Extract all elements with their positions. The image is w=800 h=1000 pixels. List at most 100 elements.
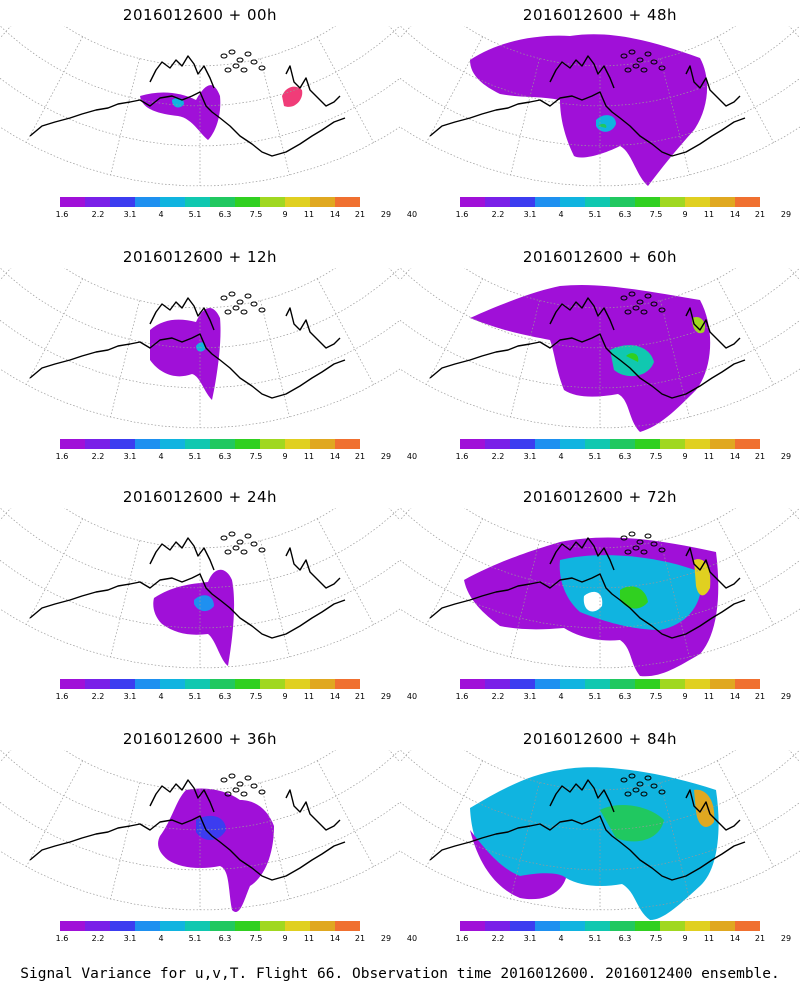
- latitude-line: [0, 77, 400, 147]
- meridian-line: [317, 36, 375, 143]
- colorbar-tick-label: 9: [282, 692, 288, 701]
- latitude-line: [0, 559, 400, 629]
- colorbar-segment: [610, 197, 635, 207]
- island-outline: [250, 59, 258, 65]
- meridian-line: [260, 540, 290, 658]
- coastline: [429, 815, 746, 881]
- island-outline: [632, 305, 640, 311]
- colorbar-segment: [60, 921, 85, 931]
- meridian-line: [25, 278, 83, 385]
- island-outline: [228, 773, 236, 779]
- colorbar-segment: [585, 197, 610, 207]
- colorbar: [60, 439, 360, 449]
- colorbar-tick-label: 3.1: [123, 934, 137, 943]
- colorbar-segment: [335, 197, 360, 207]
- colorbar-segment: [585, 921, 610, 931]
- colorbar-tick-label: 29: [380, 692, 392, 701]
- island-outline: [240, 549, 248, 555]
- variance-map: [0, 268, 400, 429]
- meridian-line: [510, 782, 540, 900]
- island-outline: [640, 549, 648, 555]
- meridian-line: [400, 750, 412, 763]
- colorbar-tick-label: 11: [703, 210, 715, 219]
- coastline: [149, 55, 215, 89]
- colorbar-segment: [710, 439, 735, 449]
- colorbar-tick-label: 6.3: [618, 692, 632, 701]
- colorbar-tick-label: 3.1: [123, 692, 137, 701]
- meridian-line: [110, 782, 140, 900]
- panel-title: 2016012600 + 48h: [522, 6, 678, 24]
- colorbar-segment: [235, 439, 260, 449]
- figure-caption: Signal Variance for u,v,T. Flight 66. Ob…: [20, 966, 780, 982]
- island-outline: [636, 539, 644, 545]
- colorbar-tick-label: 6.3: [618, 452, 632, 461]
- meridian-line: [425, 518, 483, 625]
- latitude-line: [463, 26, 737, 67]
- coastline: [685, 789, 741, 831]
- colorbar-tick-label: 14: [729, 934, 741, 943]
- colorbar-segment: [610, 439, 635, 449]
- colorbar-segment: [235, 921, 260, 931]
- colorbar-tick-label: 7.5: [649, 692, 663, 701]
- colorbar-segment: [660, 921, 685, 931]
- meridian-line: [0, 508, 12, 521]
- colorbar-tick-label: 3.1: [523, 210, 537, 219]
- meridian-line: [717, 36, 775, 143]
- colorbar-tick-label: 1.6: [455, 452, 469, 461]
- colorbar-segment: [560, 197, 585, 207]
- colorbar-segment: [560, 439, 585, 449]
- coastline: [149, 779, 215, 813]
- colorbar-segment: [260, 197, 285, 207]
- colorbar: [460, 439, 760, 449]
- island-outline: [644, 51, 652, 57]
- colorbar-segment: [110, 439, 135, 449]
- colorbar-segment: [510, 439, 535, 449]
- colorbar-tick-label: 9: [282, 210, 288, 219]
- island-outline: [620, 295, 628, 301]
- colorbar-segment: [460, 679, 485, 689]
- coastline: [29, 815, 346, 881]
- colorbar-tick-label: 14: [729, 210, 741, 219]
- colorbar-segment: [210, 197, 235, 207]
- island-outline: [620, 53, 628, 59]
- colorbar-tick-label: 7.5: [649, 210, 663, 219]
- island-outline: [628, 291, 636, 297]
- latitude-line: [63, 268, 337, 309]
- island-outline: [232, 305, 240, 311]
- colorbar-tick-label: 29: [380, 934, 392, 943]
- panel-title: 2016012600 + 72h: [522, 488, 678, 506]
- colorbar-tick-label: 1.6: [55, 692, 69, 701]
- colorbar-tick-label: 6.3: [618, 210, 632, 219]
- island-outline: [636, 299, 644, 305]
- coastline: [429, 91, 746, 157]
- colorbar-tick-label: 6.3: [618, 934, 632, 943]
- colorbar-tick-label: 4: [158, 452, 164, 461]
- colorbar-segment: [260, 679, 285, 689]
- latitude-line: [0, 319, 400, 389]
- meridian-line: [317, 760, 375, 867]
- meridian-line: [425, 760, 483, 867]
- island-outline: [224, 309, 232, 315]
- meridian-line: [400, 508, 412, 521]
- colorbar-tick-label: 6.3: [218, 210, 232, 219]
- colorbar-tick-label: 2.2: [91, 452, 105, 461]
- colorbar-tick-label: 11: [303, 692, 315, 701]
- latitude-line: [63, 26, 337, 67]
- coastline: [685, 547, 741, 589]
- colorbar: [60, 921, 360, 931]
- variance-field: [153, 569, 235, 666]
- colorbar-segment: [110, 679, 135, 689]
- meridian-line: [717, 278, 775, 385]
- coastline: [549, 537, 615, 571]
- colorbar-tick-label: 1.6: [455, 692, 469, 701]
- island-outline: [658, 307, 666, 313]
- colorbar-segment: [210, 921, 235, 931]
- island-outline: [636, 57, 644, 63]
- colorbar-segment: [335, 921, 360, 931]
- coastline: [685, 65, 741, 107]
- latitude-line: [463, 508, 737, 549]
- colorbar-tick-label: 14: [329, 934, 341, 943]
- colorbar-tick-label: 29: [780, 452, 792, 461]
- colorbar-segment: [310, 439, 335, 449]
